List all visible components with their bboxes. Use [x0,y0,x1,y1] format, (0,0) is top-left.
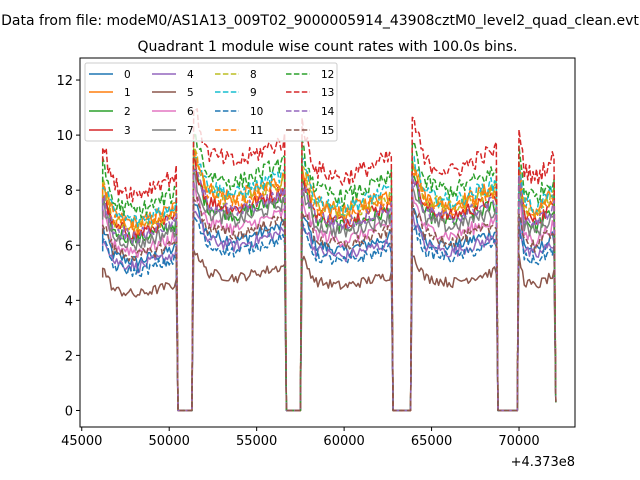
legend-label-13: 13 [321,87,334,99]
legend-label-7: 7 [187,125,194,137]
legend-label-3: 3 [124,125,131,137]
y-tick-label: 8 [65,184,73,199]
series-line-9 [101,149,557,412]
series-line-7 [101,170,557,412]
legend-label-11: 11 [250,125,263,137]
legend-label-4: 4 [187,69,194,81]
series-line-12 [101,132,557,412]
y-tick-label: 12 [56,74,73,89]
x-axis-offset-text: +4.373e8 [511,455,575,470]
x-tick-label: 60000 [323,434,364,449]
legend-label-10: 10 [250,106,263,118]
chart-title: Quadrant 1 module wise count rates with … [138,39,518,55]
x-tick-label: 50000 [149,434,190,449]
series-line-4 [101,209,557,412]
series-line-0 [101,202,557,412]
legend-label-6: 6 [187,106,194,118]
legend-label-9: 9 [250,87,257,99]
legend-label-1: 1 [124,87,131,99]
series-line-14 [101,168,557,412]
x-tick-label: 70000 [498,434,539,449]
series-line-8 [101,146,557,412]
x-tick-label: 45000 [61,434,102,449]
series-line-13 [101,108,557,412]
y-tick-label: 4 [65,294,73,309]
axes-frame [79,57,576,428]
legend-label-14: 14 [321,106,335,118]
series-line-5 [101,249,557,412]
y-tick-label: 6 [65,239,73,254]
legend-label-15: 15 [321,125,334,137]
legend-label-8: 8 [250,69,257,81]
legend-label-2: 2 [124,106,131,118]
legend-label-0: 0 [124,69,131,81]
x-tick-label: 55000 [236,434,277,449]
y-tick-label: 0 [65,404,73,419]
y-tick-label: 2 [65,349,73,364]
legend-label-5: 5 [187,87,194,99]
legend-label-12: 12 [321,69,334,81]
series-layer [101,108,557,412]
figure-suptitle: Data from file: modeM0/AS1A13_009T02_900… [1,13,639,29]
x-tick-label: 65000 [411,434,452,449]
y-tick-label: 10 [56,129,73,144]
series-line-10 [101,215,557,412]
series-line-6 [101,180,557,412]
legend-box [84,62,338,142]
